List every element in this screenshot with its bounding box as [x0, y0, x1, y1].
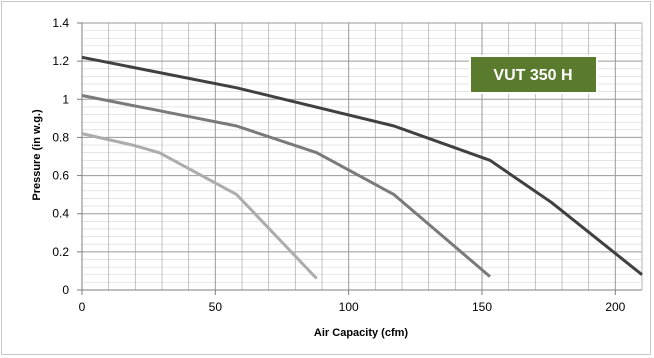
x-tick-label: 100 — [339, 300, 359, 314]
annotation-badge: VUT 350 H — [469, 55, 598, 94]
y-tick-label: 1.2 — [52, 54, 69, 68]
series-line-1 — [81, 55, 643, 276]
y-tick-label: 1 — [62, 92, 69, 106]
major-gridlines — [82, 22, 643, 290]
x-tick-label: 0 — [79, 300, 86, 314]
series-line-2 — [81, 94, 491, 278]
x-axis-title: Air Capacity (cfm) — [314, 327, 408, 339]
y-tick-label: 0.8 — [52, 130, 69, 144]
y-tick-label: 0.4 — [52, 207, 69, 221]
y-tick-label: 0 — [62, 283, 69, 297]
tick-labels: 0 0.2 0.4 0.6 0.8 1 1.2 1.4 0 50 100 150 200 — [52, 16, 625, 314]
series-line-3 — [81, 132, 318, 280]
axes — [77, 22, 642, 295]
annotation-label: VUT 350 H — [493, 67, 572, 84]
y-tick-label: 1.4 — [52, 16, 69, 30]
minor-gridlines — [82, 23, 642, 290]
x-tick-label: 200 — [605, 300, 625, 314]
series-lines — [81, 55, 643, 280]
y-axis-title: Pressure (in w.g.) — [31, 109, 43, 201]
y-tick-label: 0.2 — [52, 245, 69, 259]
x-tick-label: 50 — [209, 300, 223, 314]
annotation-background — [469, 55, 598, 94]
x-tick-label: 150 — [472, 300, 492, 314]
y-tick-label: 0.6 — [52, 169, 69, 183]
